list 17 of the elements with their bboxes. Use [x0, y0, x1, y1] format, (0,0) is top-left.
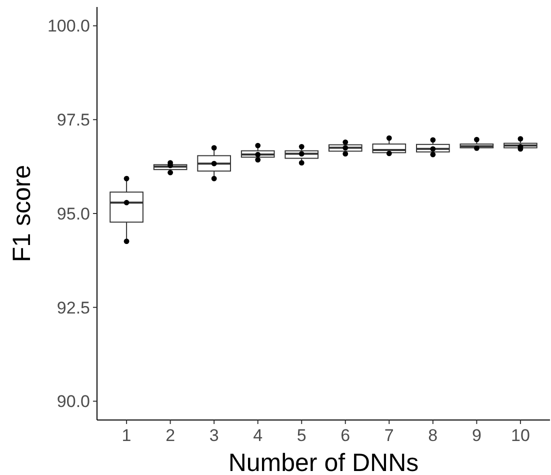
y-tick-label: 92.5 [56, 298, 90, 318]
y-tick-label: 95.0 [56, 204, 90, 224]
x-tick-label: 2 [166, 426, 176, 445]
y-tick-label: 97.5 [56, 110, 90, 130]
x-tick-label: 4 [253, 426, 263, 445]
x-tick-label: 5 [296, 426, 306, 445]
x-tick-label: 8 [428, 426, 438, 445]
y-tick-label: 90.0 [56, 392, 90, 412]
x-tick-label: 9 [472, 426, 482, 445]
x-tick-label: 7 [384, 426, 394, 445]
x-axis-title: Number of DNNs [228, 449, 419, 475]
x-tick-label: 3 [209, 426, 219, 445]
y-axis-title: F1 score [8, 164, 36, 262]
x-tick-label: 6 [340, 426, 350, 445]
x-tick-label: 1 [122, 426, 132, 445]
y-tick-label: 100.0 [47, 16, 90, 36]
x-tick-label: 10 [510, 426, 530, 445]
